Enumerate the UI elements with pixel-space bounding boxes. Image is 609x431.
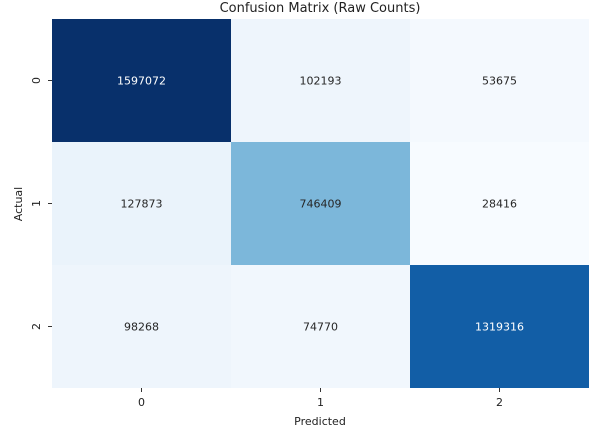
x-tick-label: 0: [138, 396, 145, 409]
heatmap-cells: [52, 19, 589, 388]
cell-value-label: 98268: [124, 321, 159, 334]
heatmap-cell-labels: 1597072 102193 53675 127873 746409 28416 98268…: [117, 75, 524, 334]
x-axis-ticks: 0 1 2: [138, 388, 503, 409]
heatmap-cell-r0-c1: [231, 19, 410, 142]
y-tick-label: 0: [30, 77, 43, 84]
heatmap-cell-r2-c1: [231, 265, 410, 388]
heatmap-cell-r2-c0: [52, 265, 231, 388]
x-tick-label: 2: [496, 396, 503, 409]
heatmap-cell-r1-c2: [410, 142, 589, 265]
y-axis-ticks: 0 1 2: [30, 77, 52, 330]
y-tick-label: 2: [30, 323, 43, 330]
cell-value-label: 746409: [300, 198, 342, 211]
cell-value-label: 1319316: [475, 321, 524, 334]
cell-value-label: 1597072: [117, 75, 166, 88]
heatmap-cell-r0-c0: [52, 19, 231, 142]
cell-value-label: 53675: [482, 75, 517, 88]
heatmap-cell-r0-c2: [410, 19, 589, 142]
x-tick-label: 1: [317, 396, 324, 409]
x-axis-label: Predicted: [294, 415, 346, 428]
cell-value-label: 102193: [300, 75, 342, 88]
cell-value-label: 28416: [482, 198, 517, 211]
y-tick-label: 1: [30, 200, 43, 207]
cell-value-label: 74770: [303, 321, 338, 334]
heatmap-cell-r2-c2: [410, 265, 589, 388]
heatmap-cell-r1-c1: [231, 142, 410, 265]
y-axis-label: Actual: [12, 187, 25, 221]
chart-title: Confusion Matrix (Raw Counts): [220, 1, 421, 16]
heatmap-cell-r1-c0: [52, 142, 231, 265]
cell-value-label: 127873: [121, 198, 163, 211]
